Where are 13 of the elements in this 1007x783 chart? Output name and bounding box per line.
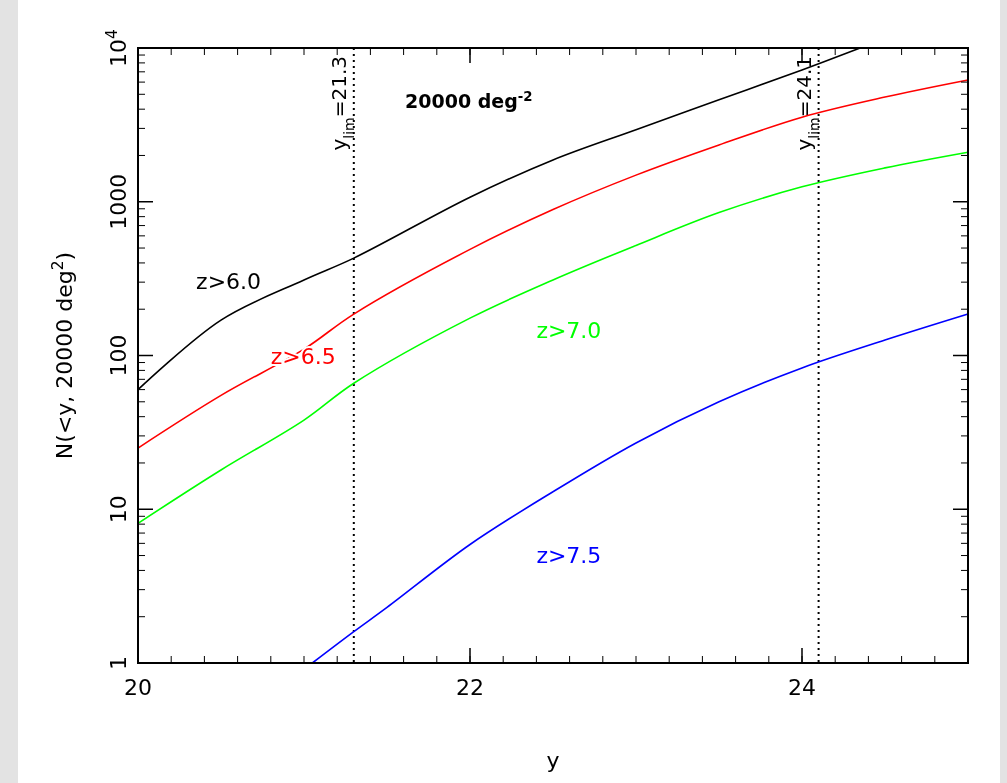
series-label: z>6.0 bbox=[196, 269, 262, 295]
x-axis-title: y bbox=[546, 748, 560, 773]
x-tick-label: 24 bbox=[788, 675, 816, 700]
x-tick-label: 20 bbox=[124, 675, 152, 700]
y-tick-label: 1 bbox=[106, 656, 131, 670]
series-label: z>7.0 bbox=[536, 317, 602, 343]
y-tick-label: 10 bbox=[106, 495, 131, 524]
y-tick-label: 1000 bbox=[106, 173, 131, 230]
x-tick-label: 22 bbox=[456, 675, 484, 700]
annotation: 20000 deg$^{-2}$ bbox=[405, 88, 533, 112]
series-label: z>7.5 bbox=[536, 542, 602, 568]
y-tick-label: 100 bbox=[106, 334, 131, 377]
line-series bbox=[137, 151, 969, 525]
